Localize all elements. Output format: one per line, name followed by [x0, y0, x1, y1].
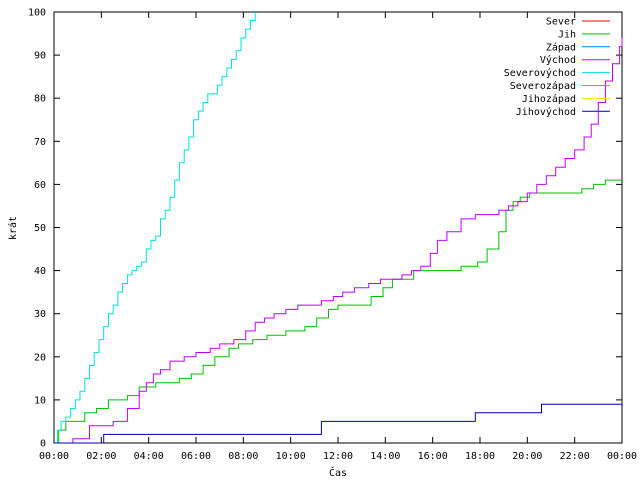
series-line-východ	[54, 37, 623, 444]
series-layer	[54, 12, 623, 444]
y-tick-label: 30	[34, 309, 46, 320]
legend-label: Severovýchod	[504, 67, 576, 79]
series-line-jihovýchod	[54, 403, 622, 444]
x-axis-title: Čas	[329, 466, 347, 479]
y-axis-ticks: 0 10 20 30 40 50 60 70 80 90 100	[28, 8, 622, 450]
x-tick-label: 18:00	[465, 451, 495, 462]
legend-label: Jihovýchod	[516, 106, 576, 118]
x-tick-label: 04:00	[134, 451, 164, 462]
x-tick-label: 12:00	[323, 451, 353, 462]
x-tick-label: 10:00	[276, 451, 306, 462]
y-tick-label: 60	[34, 180, 46, 191]
series-line-severovýchod	[54, 12, 256, 444]
y-tick-label: 0	[40, 439, 46, 450]
legend-label: Jihozápad	[522, 93, 576, 105]
x-tick-label: 20:00	[512, 451, 542, 462]
x-tick-label: 00:00	[607, 451, 637, 462]
y-tick-label: 20	[34, 352, 46, 363]
x-tick-label: 00:00	[39, 451, 69, 462]
y-tick-label: 40	[34, 266, 46, 277]
legend-label: Sever	[546, 17, 576, 28]
y-tick-label: 90	[34, 51, 46, 62]
legend-label: Severozápad	[510, 80, 576, 92]
y-tick-label: 50	[34, 223, 46, 234]
x-tick-label: 06:00	[181, 451, 211, 462]
y-tick-label: 80	[34, 94, 46, 105]
legend-label: Západ	[546, 41, 576, 53]
legend-label: Jih	[558, 29, 576, 40]
x-tick-label: 16:00	[418, 451, 448, 462]
y-tick-label: 70	[34, 137, 46, 148]
x-axis-ticks: 00:00 02:00 04:00 06:00 08:00 10:00 12:00 14:00…	[39, 12, 637, 462]
y-axis-title: krát	[7, 216, 19, 240]
x-tick-label: 02:00	[86, 451, 116, 462]
legend: SeverJihZápadVýchodSeverovýchodSeverozáp…	[504, 17, 610, 118]
legend-label: Východ	[540, 54, 576, 66]
x-tick-label: 14:00	[370, 451, 400, 462]
x-tick-label: 08:00	[228, 451, 258, 462]
x-tick-label: 22:00	[560, 451, 590, 462]
y-tick-label: 10	[34, 395, 46, 406]
y-tick-label: 100	[28, 8, 46, 19]
